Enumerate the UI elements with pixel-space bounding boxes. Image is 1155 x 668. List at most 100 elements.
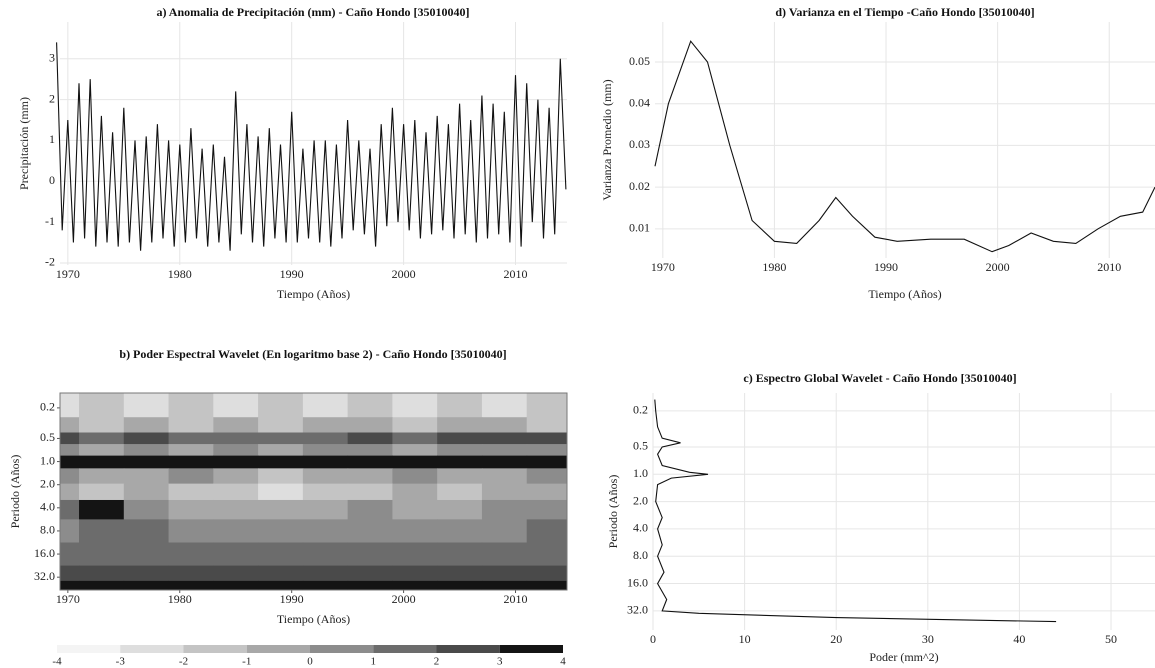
heat-cell [213, 519, 259, 543]
heat-cell [258, 393, 304, 418]
heat-cell [392, 455, 438, 469]
colorbar-segment [120, 645, 184, 653]
heat-cell [213, 444, 259, 457]
heat-cell [437, 417, 483, 434]
colorbar-tick-label: -1 [242, 656, 251, 668]
heat-cell [60, 468, 80, 485]
heat-cell [60, 455, 80, 469]
y-tick-label: -2 [45, 255, 55, 269]
heat-cell [60, 432, 80, 445]
heat-cell [392, 393, 438, 418]
x-axis-label: Poder (mm^2) [869, 650, 938, 664]
heat-cell [526, 565, 568, 582]
heat-cell [60, 417, 80, 434]
x-axis-label: Tiempo (Años) [868, 287, 941, 301]
heat-cell [79, 432, 125, 445]
x-tick-label: 1980 [168, 267, 192, 281]
heat-cell [437, 432, 483, 445]
x-axis-label: Tiempo (Años) [277, 287, 350, 301]
y-tick-label: 0.02 [629, 179, 650, 193]
heat-cell [258, 542, 304, 567]
y-tick-label: 32.0 [627, 603, 648, 617]
y-axis-label: Periodo (Años) [606, 475, 620, 549]
heat-cell [481, 468, 528, 485]
y-tick-label: 2.0 [40, 476, 55, 490]
heat-cell [258, 444, 304, 457]
heat-cell [437, 444, 483, 457]
heat-cell [526, 444, 568, 457]
heat-cell [302, 468, 349, 485]
heat-cell [302, 393, 349, 418]
colorbar-segment [373, 645, 437, 653]
heat-cell [168, 580, 214, 591]
heat-cell [392, 519, 438, 543]
heat-cell [437, 483, 483, 501]
heat-cell [258, 483, 304, 501]
heat-cell [123, 565, 170, 582]
heat-cell [481, 444, 528, 457]
heat-cell [123, 444, 170, 457]
heat-cell [168, 499, 214, 520]
heat-cell [481, 580, 528, 591]
heat-cell [526, 542, 568, 567]
heat-cell [481, 432, 528, 445]
heat-cell [347, 580, 393, 591]
x-tick-label: 1970 [56, 267, 80, 281]
y-tick-label: 8.0 [40, 523, 55, 537]
heat-cell [123, 432, 170, 445]
y-axis-label: Precipitación (mm) [17, 97, 31, 190]
heat-cell [60, 444, 80, 457]
heat-cell [213, 565, 259, 582]
colorbar-segment [246, 645, 310, 653]
heat-cell [347, 432, 393, 445]
heat-cell [123, 483, 170, 501]
y-tick-label: 0 [49, 173, 55, 187]
data-line [56, 42, 567, 251]
heat-cell [258, 580, 304, 591]
heat-cell [60, 565, 80, 582]
heat-cell [392, 417, 438, 434]
heat-cell [168, 519, 214, 543]
heat-cell [213, 499, 259, 520]
heat-cell [123, 417, 170, 434]
colorbar-tick-label: 3 [497, 656, 503, 668]
colorbar-tick-label: 4 [560, 656, 566, 668]
x-tick-label: 2010 [1097, 260, 1121, 274]
heat-cell [526, 519, 568, 543]
heat-cell [60, 393, 80, 418]
heat-cell [60, 483, 80, 501]
heat-cell [481, 455, 528, 469]
colorbar-segment [310, 645, 374, 653]
heat-cell [347, 417, 393, 434]
y-tick-label: 32.0 [34, 569, 55, 583]
x-tick-label: 50 [1105, 632, 1117, 646]
heat-cell [392, 468, 438, 485]
x-tick-label: 1990 [874, 260, 898, 274]
x-tick-label: 2010 [504, 592, 528, 606]
heat-cell [302, 542, 349, 567]
heat-cell [79, 393, 125, 418]
heat-cell [79, 580, 125, 591]
heat-cell [168, 542, 214, 567]
heat-cell [258, 468, 304, 485]
chart-title: c) Espectro Global Wavelet - Caño Hondo … [743, 371, 1017, 385]
x-tick-label: 1980 [762, 260, 786, 274]
heat-cell [437, 468, 483, 485]
colorbar-tick-label: 2 [434, 656, 440, 668]
heat-cell [258, 455, 304, 469]
x-tick-label: 0 [650, 632, 656, 646]
heat-cell [526, 483, 568, 501]
heat-cell [302, 444, 349, 457]
y-tick-label: -1 [45, 214, 55, 228]
heat-cell [302, 432, 349, 445]
y-tick-label: 16.0 [627, 575, 648, 589]
heat-cell [392, 499, 438, 520]
heat-cell [168, 432, 214, 445]
heat-cell [168, 468, 214, 485]
y-tick-label: 4.0 [633, 521, 648, 535]
heat-cell [79, 455, 125, 469]
y-tick-label: 1.0 [40, 453, 55, 467]
heat-cell [392, 444, 438, 457]
